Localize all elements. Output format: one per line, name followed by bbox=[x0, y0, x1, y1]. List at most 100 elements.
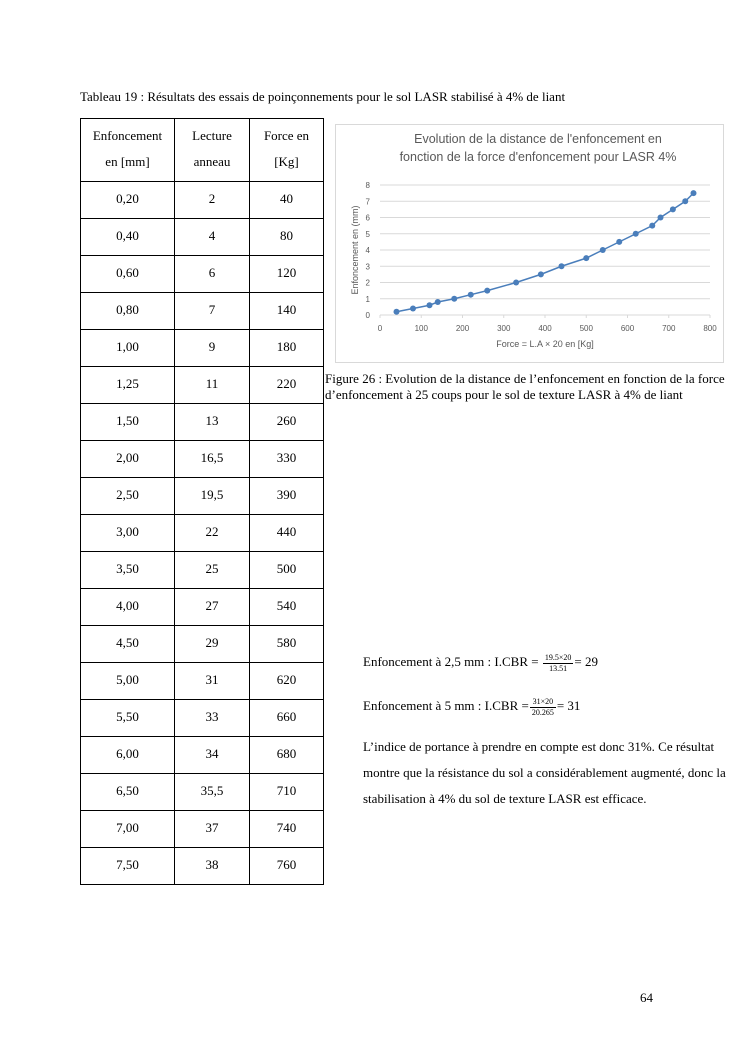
table-row: 0,40 4 80 bbox=[80, 218, 324, 256]
table-cell: 29 bbox=[174, 625, 250, 663]
table-cell: 13 bbox=[174, 403, 250, 441]
formula-result: = 29 bbox=[574, 654, 598, 669]
data-point bbox=[690, 190, 697, 197]
data-point bbox=[649, 222, 656, 229]
header-text: Force en bbox=[263, 128, 310, 143]
table-row: 1,25 11 220 bbox=[80, 366, 324, 404]
table-cell: 0,20 bbox=[80, 181, 175, 219]
y-axis-label: Enfoncement en (mm) bbox=[350, 205, 360, 294]
x-tick-label: 600 bbox=[621, 324, 635, 333]
table-cell: 7 bbox=[174, 292, 250, 330]
data-point bbox=[467, 291, 474, 298]
table-cell: 760 bbox=[249, 847, 324, 885]
y-tick-label: 6 bbox=[366, 214, 371, 223]
table-cell: 620 bbox=[249, 662, 324, 700]
header-cell: Lecture anneau bbox=[174, 118, 250, 182]
data-point bbox=[434, 299, 441, 305]
chart: Evolution de la distance de l'enfoncemen… bbox=[335, 124, 724, 363]
data-table: Enfoncement en [mm] Lecture anneau Force en [… bbox=[80, 118, 324, 885]
header-text: Lecture bbox=[192, 128, 232, 143]
table-cell: 37 bbox=[174, 810, 250, 848]
formula-text: Enfoncement à 2,5 mm : I.CBR = bbox=[363, 654, 539, 669]
table-row: 2,00 16,5 330 bbox=[80, 440, 324, 478]
chart-title: fonction de la force d'enfoncement pour … bbox=[400, 150, 677, 164]
data-point bbox=[583, 255, 590, 262]
table-cell: 16,5 bbox=[174, 440, 250, 478]
table-cell: 6,00 bbox=[80, 736, 175, 774]
data-point bbox=[682, 198, 689, 205]
table-cell: 390 bbox=[249, 477, 324, 515]
table-cell: 0,60 bbox=[80, 255, 175, 293]
denominator: 13.51 bbox=[549, 663, 568, 673]
page-number: 64 bbox=[640, 990, 653, 1005]
table-cell: 220 bbox=[249, 366, 324, 404]
x-tick-label: 400 bbox=[538, 324, 552, 333]
table-row: 0,60 6 120 bbox=[80, 255, 324, 293]
y-tick-label: 3 bbox=[366, 262, 371, 271]
x-tick-label: 100 bbox=[415, 324, 429, 333]
data-point bbox=[410, 305, 416, 312]
denominator: 20.265 bbox=[531, 707, 554, 717]
formula-result: = 31 bbox=[556, 698, 581, 713]
table-row: 3,00 22 440 bbox=[80, 514, 324, 552]
header-cell: Force en [Kg] bbox=[249, 118, 324, 182]
y-tick-label: 8 bbox=[366, 181, 371, 190]
table-cell: 580 bbox=[249, 625, 324, 663]
table-row: 5,50 33 660 bbox=[80, 699, 324, 737]
x-axis-label: Force = L.A × 20 en [Kg] bbox=[496, 339, 594, 349]
data-point bbox=[632, 230, 639, 237]
y-tick-label: 1 bbox=[366, 295, 371, 304]
table-cell: 140 bbox=[249, 292, 324, 330]
table-row: 4,00 27 540 bbox=[80, 588, 324, 626]
x-tick-label: 800 bbox=[703, 324, 717, 333]
table-row: 7,50 38 760 bbox=[80, 847, 324, 885]
table-cell: 740 bbox=[249, 810, 324, 848]
numerator: 31×20 bbox=[529, 697, 556, 708]
table-cell: 4 bbox=[174, 218, 250, 256]
data-point bbox=[393, 308, 400, 315]
chart-title: Evolution de la distance de l'enfoncemen… bbox=[414, 132, 662, 146]
table-row: 1,00 9 180 bbox=[80, 329, 324, 367]
fraction: 19.5×20 13.51 bbox=[542, 653, 574, 674]
table-cell: 7,50 bbox=[80, 847, 175, 885]
data-point bbox=[657, 214, 664, 221]
chart-frame bbox=[335, 124, 724, 363]
data-point bbox=[484, 287, 491, 294]
table-cell: 330 bbox=[249, 440, 324, 478]
header-text: Enfoncement bbox=[92, 128, 163, 143]
table-cell: 34 bbox=[174, 736, 250, 774]
data-point bbox=[599, 247, 606, 253]
table-caption: Tableau 19 : Résultats des essais de poi… bbox=[80, 89, 566, 104]
table-cell: 7,00 bbox=[80, 810, 175, 848]
table-row: 3,50 25 500 bbox=[80, 551, 324, 589]
table-cell: 660 bbox=[249, 699, 324, 737]
y-tick-label: 5 bbox=[366, 230, 371, 239]
table-cell: 80 bbox=[249, 218, 324, 256]
formula: Enfoncement à 2,5 mm : I.CBR = 19.5×20 13… bbox=[363, 650, 598, 674]
table-cell: 680 bbox=[249, 736, 324, 774]
table-row: 2,50 19,5 390 bbox=[80, 477, 324, 515]
data-point bbox=[513, 279, 520, 286]
table-cell: 25 bbox=[174, 551, 250, 589]
x-tick-label: 200 bbox=[456, 324, 470, 333]
table-cell: 9 bbox=[174, 329, 250, 367]
data-point bbox=[537, 271, 544, 278]
table-cell: 0,40 bbox=[80, 218, 175, 256]
table-cell: 35,5 bbox=[174, 773, 250, 811]
table-cell: 2,50 bbox=[80, 477, 175, 515]
x-tick-label: 700 bbox=[662, 324, 676, 333]
table-cell: 11 bbox=[174, 366, 250, 404]
table-cell: 1,25 bbox=[80, 366, 175, 404]
x-tick-label: 300 bbox=[497, 324, 511, 333]
table-cell: 38 bbox=[174, 847, 250, 885]
table-cell: 3,50 bbox=[80, 551, 175, 589]
table-row: 6,00 34 680 bbox=[80, 736, 324, 774]
paragraph: L’indice de portance à prendre en compte… bbox=[363, 739, 726, 806]
table-row: 0,80 7 140 bbox=[80, 292, 324, 330]
table-cell: 710 bbox=[249, 773, 324, 811]
table-cell: 1,00 bbox=[80, 329, 175, 367]
table-cell: 2,00 bbox=[80, 440, 175, 478]
fraction: 31×20 20.265 bbox=[529, 697, 556, 718]
y-tick-label: 0 bbox=[366, 311, 371, 320]
x-tick-label: 500 bbox=[580, 324, 594, 333]
